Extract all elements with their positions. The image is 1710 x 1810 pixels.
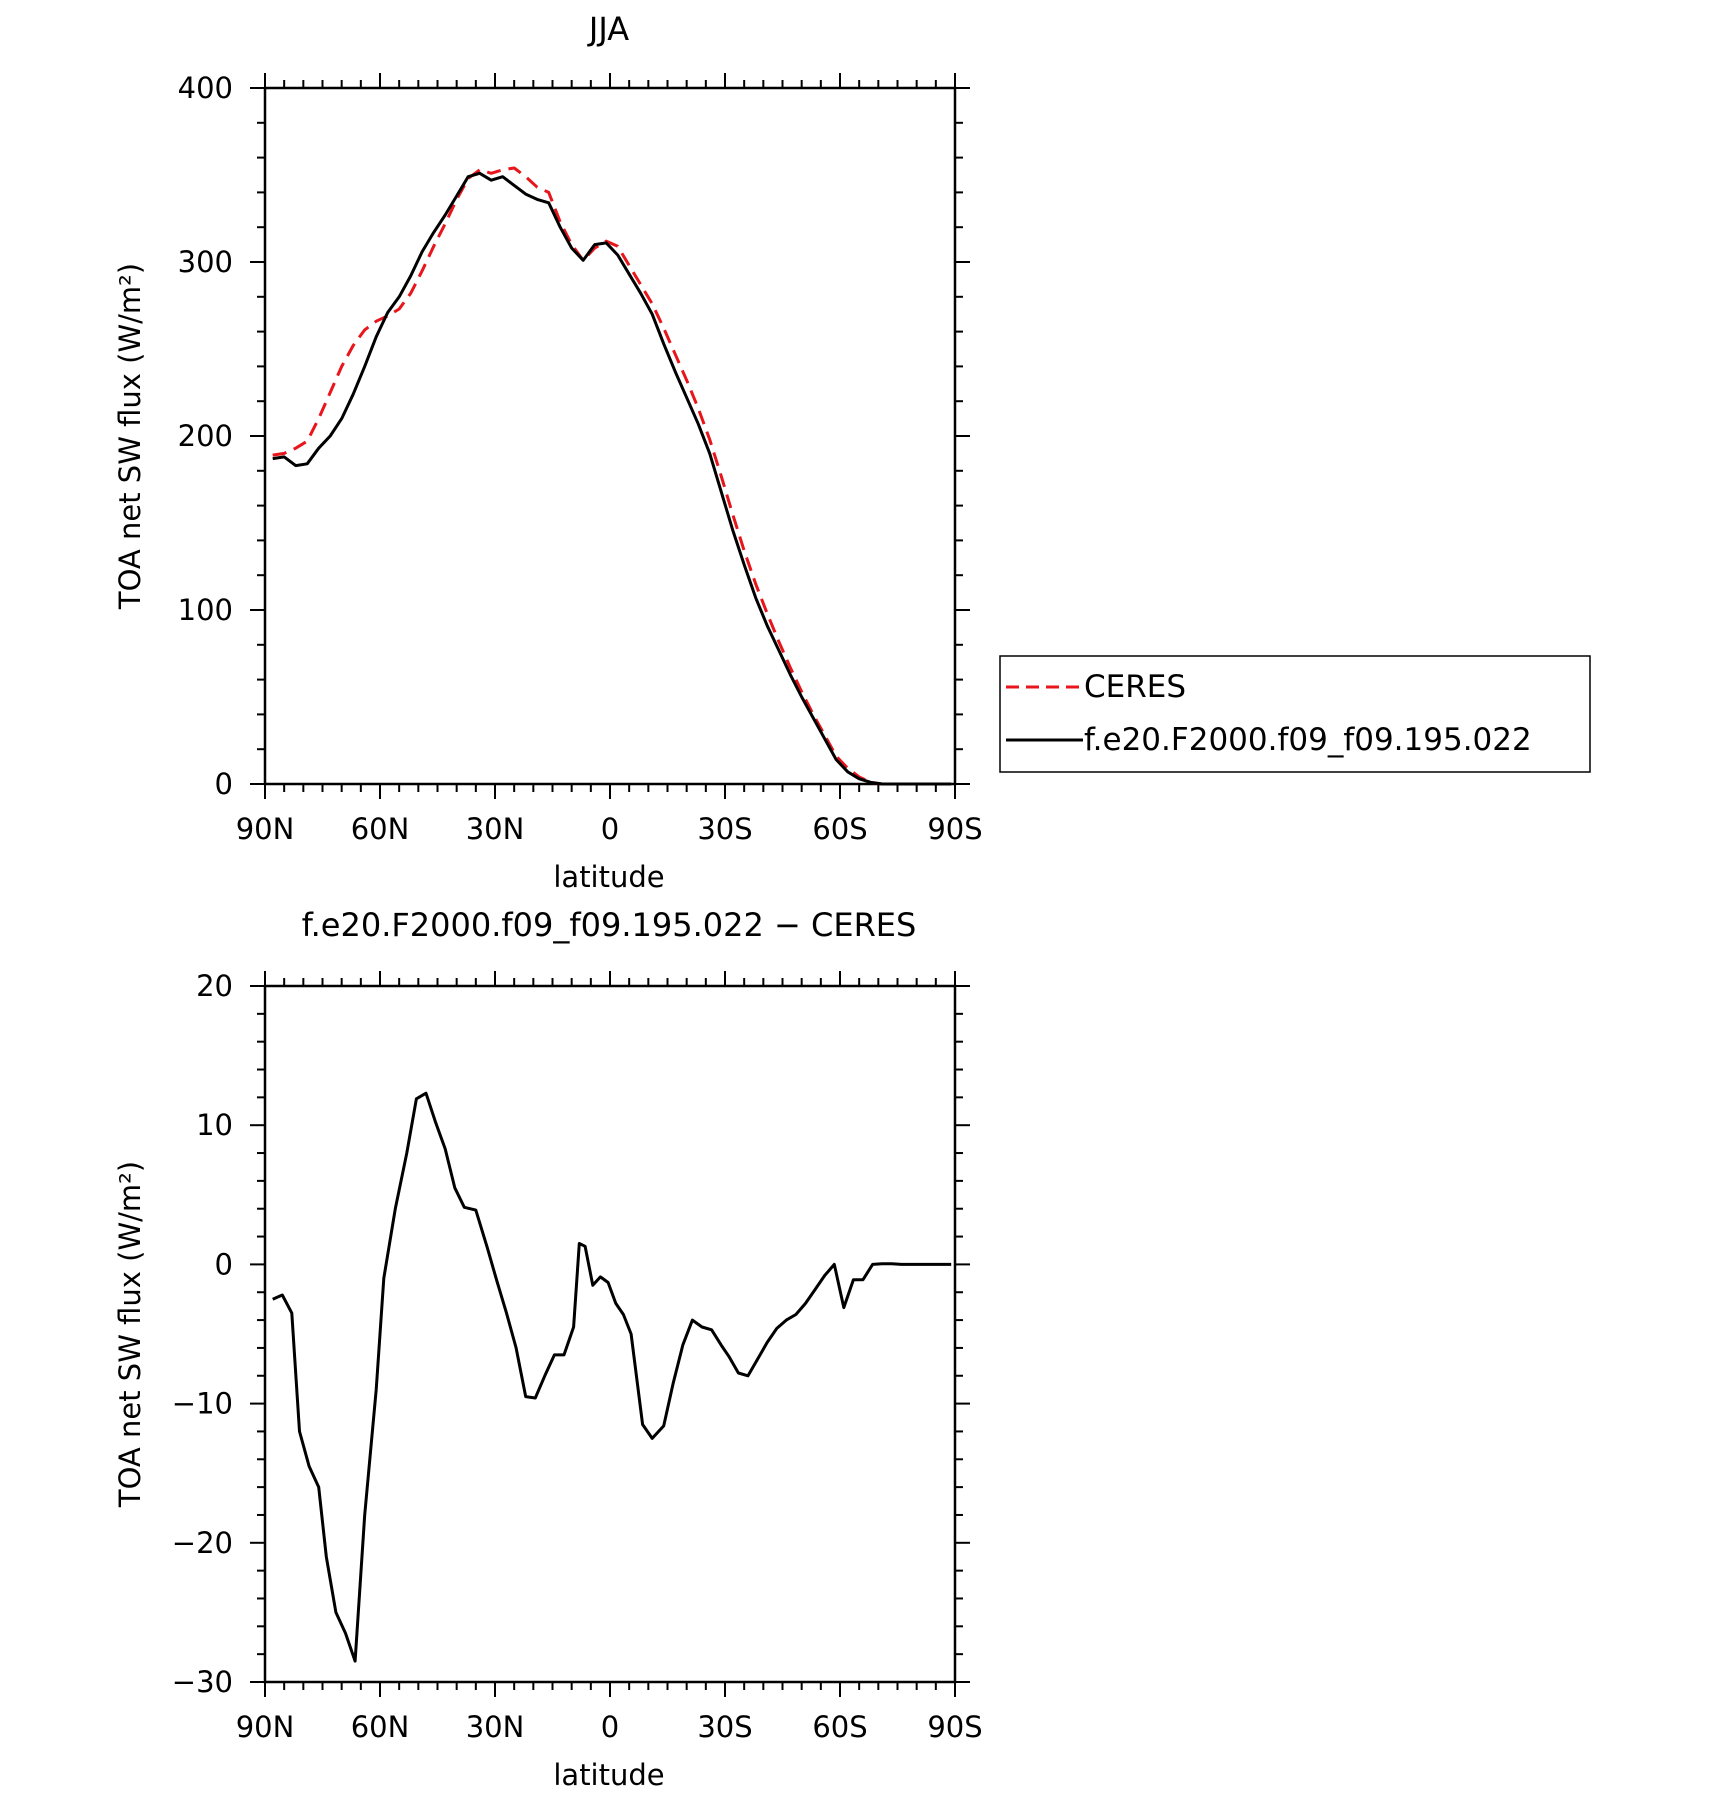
bottom-y-tick-label: −20 (172, 1526, 233, 1560)
top-y-tick-label: 400 (178, 71, 233, 105)
top-y-axis-label: TOA net SW flux (W/m²) (113, 263, 147, 610)
top-y-tick-label: 0 (215, 767, 233, 801)
bottom-x-tick-label: 60N (351, 1710, 410, 1744)
bottom-y-tick-label: −30 (172, 1665, 233, 1699)
bottom-panel: f.e20.F2000.f09_f09.195.022 − CERES 90N 6… (113, 906, 983, 1792)
bottom-y-tick-labels: −30 −20 −10 0 10 20 (172, 969, 233, 1699)
legend-label-model: f.e20.F2000.f09_f09.195.022 (1084, 722, 1532, 758)
top-x-tick-label: 90N (236, 812, 295, 846)
top-x-tick-labels: 90N 60N 30N 0 30S 60S 90S (236, 812, 983, 846)
bottom-x-tick-label: 0 (601, 1710, 619, 1744)
top-y-tick-label: 200 (178, 419, 233, 453)
top-y-tick-label: 300 (178, 245, 233, 279)
top-series-line-1 (272, 171, 952, 786)
bottom-y-tick-label: 10 (196, 1108, 233, 1142)
bottom-y-axis-label: TOA net SW flux (W/m²) (113, 1161, 147, 1508)
bottom-x-tick-label: 30S (697, 1710, 752, 1744)
top-panel: JJA 90N 60N 30N 0 30S 60S 90S 0 100 200 300 400 la… (113, 10, 983, 894)
legend-box (999, 655, 1591, 773)
top-plot-frame (263, 86, 957, 786)
bottom-x-tick-labels: 90N 60N 30N 0 30S 60S 90S (236, 1710, 983, 1744)
bottom-x-tick-label: 30N (466, 1710, 525, 1744)
top-x-tick-label: 30S (697, 812, 752, 846)
top-x-tick-label: 30N (466, 812, 525, 846)
bottom-x-tick-label: 90N (236, 1710, 295, 1744)
bottom-series (272, 1091, 952, 1663)
bottom-plot-frame (263, 984, 957, 1684)
bottom-y-tick-label: 0 (215, 1247, 233, 1281)
bottom-ticks (250, 971, 970, 1697)
bottom-panel-title: f.e20.F2000.f09_f09.195.022 − CERES (302, 906, 917, 944)
top-ticks (250, 73, 970, 799)
top-x-tick-label: 0 (601, 812, 619, 846)
top-panel-title: JJA (587, 10, 629, 48)
top-x-tick-label: 60S (812, 812, 867, 846)
legend: CERES f.e20.F2000.f09_f09.195.022 (999, 655, 1591, 773)
bottom-y-tick-label: 20 (196, 969, 233, 1003)
bottom-y-tick-label: −10 (172, 1387, 233, 1421)
top-series (272, 166, 952, 786)
top-x-tick-label: 90S (927, 812, 982, 846)
top-series-line-0 (272, 166, 952, 786)
top-y-tick-label: 100 (178, 593, 233, 627)
top-x-axis-label: latitude (553, 860, 664, 894)
bottom-x-tick-label: 60S (812, 1710, 867, 1744)
legend-label-ceres: CERES (1084, 669, 1186, 705)
top-x-tick-label: 60N (351, 812, 410, 846)
bottom-x-tick-label: 90S (927, 1710, 982, 1744)
bottom-x-axis-label: latitude (553, 1758, 664, 1792)
top-y-tick-labels: 0 100 200 300 400 (178, 71, 233, 801)
bottom-series-line-0 (272, 1091, 952, 1663)
